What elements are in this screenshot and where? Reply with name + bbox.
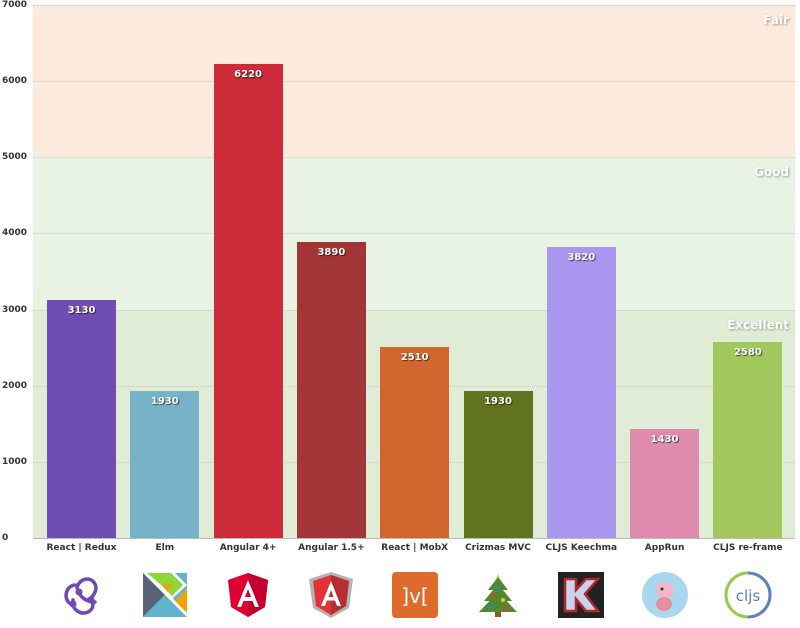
bar-value-label: 2580 bbox=[733, 346, 762, 358]
gridline bbox=[33, 81, 795, 83]
x-tick-label: CLJS re-frame bbox=[713, 543, 783, 553]
keechma-logo-icon bbox=[556, 570, 606, 620]
x-tick-label: CLJS Keechma bbox=[545, 543, 618, 553]
x-tick-label: Elm bbox=[155, 543, 175, 553]
bar-value-label: 3890 bbox=[317, 246, 346, 258]
x-tick-label: Angular 1.5+ bbox=[298, 543, 365, 553]
y-tick-label: 0 bbox=[2, 533, 9, 543]
elm-logo-icon bbox=[140, 570, 190, 620]
y-tick-label: 7000 bbox=[2, 0, 28, 10]
svg-text:]v[: ]v[ bbox=[401, 584, 428, 608]
y-tick-label: 1000 bbox=[2, 456, 28, 467]
svg-text:cljs: cljs bbox=[736, 587, 761, 605]
band-label: Excellent bbox=[727, 317, 789, 332]
gridline bbox=[33, 157, 795, 159]
x-tick-label: React | Redux bbox=[46, 543, 117, 553]
x-axis bbox=[33, 538, 795, 539]
band-label: Good bbox=[754, 165, 789, 180]
bar-value-label: 3820 bbox=[567, 252, 596, 264]
bar-value-label: 2510 bbox=[400, 351, 429, 363]
bar-angular-1-5[interactable]: 3890 bbox=[296, 241, 366, 538]
bar-react-mobx[interactable]: 2510 bbox=[380, 346, 450, 538]
redux-logo-icon bbox=[57, 570, 107, 620]
angularjs-logo-icon bbox=[306, 570, 356, 620]
x-tick-label: Crizmas MVC bbox=[465, 543, 531, 553]
bar-value-label: 3130 bbox=[67, 304, 96, 316]
apprun-logo-icon bbox=[640, 570, 690, 620]
y-tick-label: 3000 bbox=[2, 304, 28, 315]
bar-elm[interactable]: 1930 bbox=[130, 391, 200, 538]
angular-logo-icon bbox=[223, 570, 273, 620]
bar-value-label: 1930 bbox=[150, 396, 179, 408]
bar-cljs-keechma[interactable]: 3820 bbox=[546, 247, 616, 538]
bar-value-label: 1430 bbox=[650, 434, 679, 446]
gridline bbox=[33, 5, 795, 6]
x-tick-label: React | MobX bbox=[381, 543, 449, 553]
band-label: Fair bbox=[763, 13, 789, 27]
bar-angular-4[interactable]: 6220 bbox=[213, 64, 283, 538]
gridline bbox=[33, 309, 795, 311]
bar-crizmas-mvc[interactable]: 1930 bbox=[463, 391, 533, 538]
bar-value-label: 1930 bbox=[484, 396, 512, 408]
gridline bbox=[33, 233, 795, 235]
bar-react-redux[interactable]: 3130 bbox=[47, 299, 116, 538]
mobx-logo-icon: ]v[ bbox=[390, 570, 440, 620]
bar-apprun[interactable]: 1430 bbox=[630, 429, 700, 538]
bar-value-label: 6220 bbox=[234, 69, 263, 81]
y-tick-label: 6000 bbox=[2, 76, 28, 87]
y-tick-label: 5000 bbox=[2, 152, 28, 163]
y-tick-label: 2000 bbox=[2, 380, 28, 391]
bar-cljs-re-frame[interactable]: 2580 bbox=[713, 341, 783, 538]
x-tick-label: AppRun bbox=[644, 543, 685, 553]
x-tick-label: Angular 4+ bbox=[219, 543, 277, 553]
christmas-tree-logo-icon bbox=[473, 570, 523, 620]
cljs-logo-icon: cljs bbox=[723, 570, 773, 620]
y-tick-label: 4000 bbox=[2, 228, 28, 239]
